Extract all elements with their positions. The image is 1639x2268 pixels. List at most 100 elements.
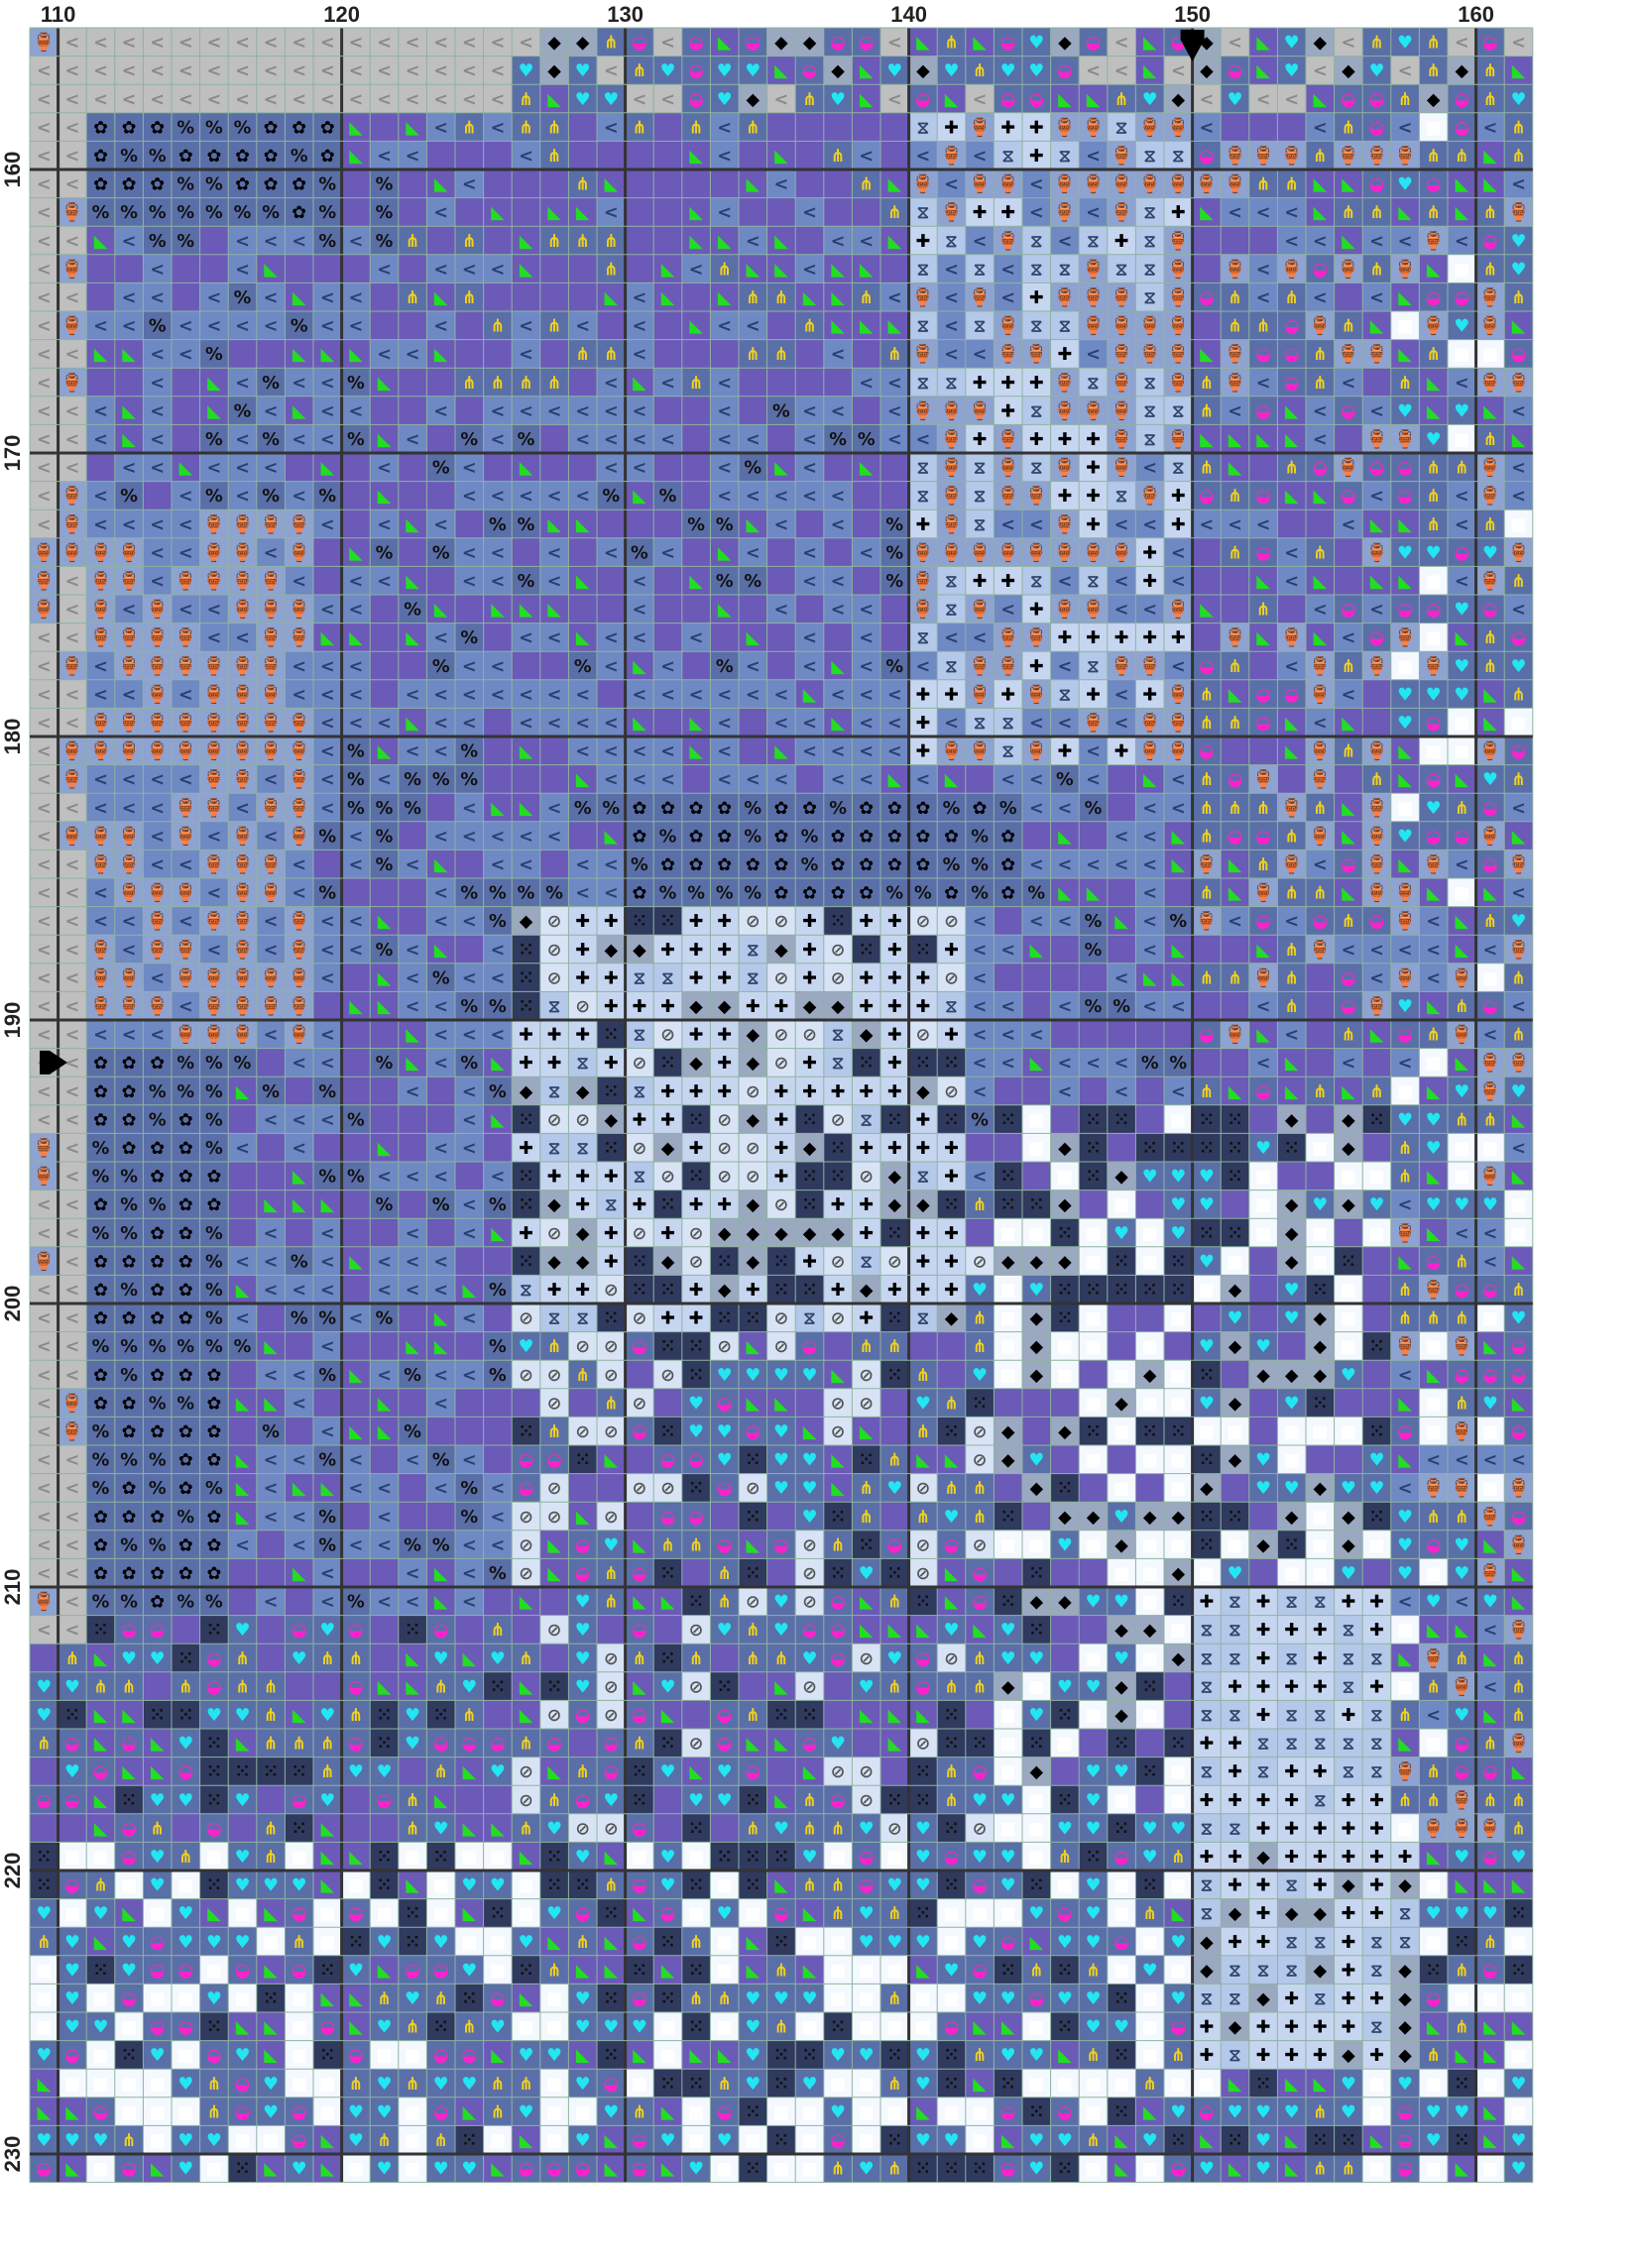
stitch-cell bbox=[58, 1813, 87, 1843]
figure-icon: 🏺 bbox=[175, 570, 196, 592]
chevron-left-icon: < bbox=[1256, 515, 1271, 535]
percent-icon: % bbox=[744, 459, 761, 479]
stitch-cell bbox=[739, 595, 767, 624]
fork-icon: ⋔ bbox=[1256, 317, 1271, 337]
heart-icon: ♥ bbox=[717, 61, 733, 81]
leaf-icon: ◣ bbox=[520, 601, 533, 621]
figure-icon: 🏺 bbox=[1479, 457, 1501, 479]
stitch-cell bbox=[568, 453, 597, 482]
diamond-icon: ◆ bbox=[1200, 61, 1214, 81]
chevron-left-icon: < bbox=[944, 175, 959, 195]
fork-icon: ⋔ bbox=[1482, 430, 1497, 450]
stitch-cell bbox=[568, 84, 597, 113]
leaf-icon: ◣ bbox=[293, 401, 306, 421]
stitch-cell bbox=[795, 368, 824, 397]
stitch-cell bbox=[285, 1077, 313, 1105]
square-icon: ■ bbox=[1425, 118, 1442, 138]
stitch-cell bbox=[86, 254, 115, 284]
flower-icon: ✿ bbox=[150, 118, 165, 138]
leaf-icon: ◣ bbox=[547, 601, 561, 621]
fork-icon: ⋔ bbox=[1426, 61, 1441, 81]
stitch-cell bbox=[455, 1331, 484, 1361]
figure-icon: 🏺 bbox=[1365, 428, 1387, 450]
chevron-left-icon: < bbox=[1455, 374, 1469, 394]
heart-icon: ♥ bbox=[1397, 34, 1413, 54]
plus-icon: ✚ bbox=[1029, 147, 1044, 167]
stitch-cell bbox=[341, 1502, 371, 1531]
stitch-cell bbox=[143, 56, 172, 85]
figure-icon: 🏺 bbox=[1167, 173, 1189, 195]
stitch-cell bbox=[625, 112, 654, 142]
chevron-left-icon: < bbox=[264, 459, 279, 479]
stitch-cell bbox=[1050, 1445, 1080, 1474]
stitch-cell bbox=[1022, 963, 1051, 992]
fork-icon: ⋔ bbox=[1482, 515, 1497, 535]
diamond-icon: ◆ bbox=[1455, 61, 1468, 81]
stitch-cell bbox=[143, 112, 172, 142]
figure-icon: 🏺 bbox=[1479, 372, 1501, 394]
figure-icon: 🏺 bbox=[289, 513, 310, 535]
stitch-cell bbox=[965, 170, 995, 198]
stitch-cell bbox=[1164, 141, 1193, 170]
stitch-cell bbox=[1390, 56, 1420, 85]
figure-icon: 🏺 bbox=[231, 513, 253, 535]
half-circle-icon: ◒ bbox=[1397, 487, 1412, 507]
chevron-left-icon: < bbox=[1199, 118, 1214, 138]
stitch-cell bbox=[653, 623, 682, 652]
leaf-icon: ◣ bbox=[1398, 203, 1412, 223]
leaf-icon: ◣ bbox=[1483, 147, 1497, 167]
figure-icon: 🏺 bbox=[940, 485, 962, 507]
stitch-cell bbox=[539, 764, 569, 794]
stitch-cell bbox=[852, 84, 880, 113]
stitch-cell bbox=[398, 396, 427, 425]
figure-icon: 🏺 bbox=[940, 513, 962, 535]
chevron-left-icon: < bbox=[37, 374, 52, 394]
leaf-icon: ◣ bbox=[1087, 90, 1101, 110]
chevron-left-icon: < bbox=[37, 459, 52, 479]
stitch-cell bbox=[795, 56, 824, 85]
figure-icon: 🏺 bbox=[203, 513, 225, 535]
stitch-cell bbox=[426, 793, 455, 822]
stitch-cell bbox=[228, 141, 257, 170]
stitch-cell bbox=[681, 1700, 711, 1729]
stitch-cell bbox=[568, 141, 597, 170]
stitch-cell bbox=[965, 1218, 995, 1247]
bowtie-icon: ⧖ bbox=[917, 203, 929, 223]
half-circle-icon: ◒ bbox=[1284, 317, 1299, 337]
bowtie-icon: ⧖ bbox=[974, 459, 986, 479]
chevron-left-icon: < bbox=[1284, 572, 1299, 592]
fork-icon: ⋔ bbox=[1313, 147, 1328, 167]
stitch-cell bbox=[1135, 1104, 1164, 1134]
stitch-cell bbox=[994, 1388, 1022, 1418]
stitch-cell bbox=[483, 1445, 513, 1474]
plus-icon: ✚ bbox=[944, 118, 959, 138]
stitch-cell bbox=[880, 56, 909, 85]
leaf-icon: ◣ bbox=[887, 232, 901, 252]
chevron-left-icon: < bbox=[64, 572, 79, 592]
stitch-cell bbox=[455, 311, 484, 340]
stitch-cell bbox=[994, 56, 1022, 85]
percent-icon: % bbox=[176, 232, 194, 252]
chevron-left-icon: < bbox=[64, 401, 79, 421]
stitch-cell bbox=[710, 339, 739, 369]
leaf-icon: ◣ bbox=[774, 260, 788, 280]
stitch-cell bbox=[228, 170, 257, 198]
stitch-cell bbox=[739, 708, 767, 737]
stitch-cell bbox=[1192, 141, 1222, 170]
stitch-cell bbox=[483, 623, 513, 652]
stitch-cell bbox=[1192, 566, 1222, 595]
bowtie-icon: ⧖ bbox=[1059, 260, 1071, 280]
leaf-icon: ◣ bbox=[1512, 317, 1526, 337]
chevron-left-icon: < bbox=[93, 401, 108, 421]
figure-icon: 🏺 bbox=[940, 457, 962, 479]
stitch-cell bbox=[823, 537, 853, 567]
chevron-left-icon: < bbox=[433, 61, 448, 81]
stitch-cell bbox=[313, 170, 342, 198]
fork-icon: ⋔ bbox=[859, 175, 874, 195]
percent-icon: % bbox=[885, 572, 903, 592]
stitch-cell bbox=[880, 112, 909, 142]
chevron-left-icon: < bbox=[377, 515, 392, 535]
stitch-cell bbox=[398, 56, 427, 85]
chevron-left-icon: < bbox=[1000, 601, 1015, 621]
